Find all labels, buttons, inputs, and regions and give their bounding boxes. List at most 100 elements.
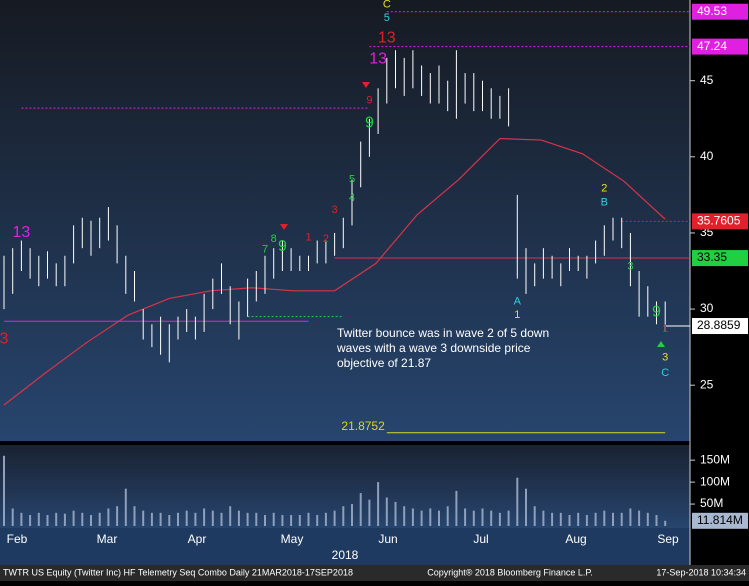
volume-bar (124, 488, 127, 526)
volume-bar (342, 506, 345, 526)
volume-bar (490, 510, 493, 526)
volume-bar (150, 512, 153, 526)
volume-bar (664, 520, 667, 526)
volume-bar (507, 510, 510, 526)
annotation: 3 (0, 331, 9, 348)
volume-bar (133, 506, 136, 526)
volume-bar (568, 515, 571, 526)
x-axis-panel (0, 528, 690, 565)
volume-bar (368, 499, 371, 526)
annotation: 9 (365, 115, 374, 132)
volume-bar (177, 512, 179, 526)
volume-bar (525, 488, 527, 526)
volume-bar (551, 512, 554, 526)
volume-bar (333, 510, 336, 526)
annotation: 3 (627, 260, 633, 272)
footer-right: 17-Sep-2018 10:34:34 (656, 567, 746, 577)
volume-bar (272, 512, 275, 526)
level-box (692, 38, 748, 55)
volume-bar (464, 508, 467, 526)
annotation: 1 (514, 309, 520, 321)
volume-bar (107, 508, 110, 526)
annotation: 4 (349, 192, 355, 204)
volume-bar (264, 515, 266, 526)
volume-bar (316, 515, 319, 526)
y-tick-label: 25 (700, 377, 714, 391)
volume-bar (411, 508, 414, 526)
target-label: 21.8752 (341, 419, 385, 433)
level-box (692, 213, 748, 230)
note-text: objective of 21.87 (337, 356, 431, 370)
volume-bar (20, 512, 23, 526)
x-tick-label: Feb (7, 532, 28, 546)
volume-bar (168, 515, 171, 526)
volume-bar (629, 508, 632, 526)
x-tick-label: Mar (97, 532, 118, 546)
annotation: 3 (662, 352, 668, 364)
annotation: B (601, 196, 608, 208)
volume-bar (246, 512, 249, 526)
volume-bar (63, 513, 66, 526)
volume-bar (81, 512, 84, 526)
volume-bar (438, 510, 440, 526)
annotation: 2 (323, 233, 329, 245)
volume-bar (559, 512, 562, 526)
y-tick-label: 40 (700, 149, 714, 163)
volume-bar (542, 510, 545, 526)
volume-bar (90, 515, 92, 526)
annotation: 5 (349, 174, 355, 186)
volume-bar (159, 512, 162, 526)
volume-bar (420, 510, 423, 526)
x-tick-label: May (281, 532, 304, 546)
volume-bar (498, 512, 501, 526)
volume-bar (481, 508, 484, 526)
volume-bar (11, 508, 14, 526)
price-panel (0, 0, 690, 441)
note-text: Twitter bounce was in wave 2 of 5 down (337, 326, 549, 340)
volume-bar (472, 510, 475, 526)
volume-bar (429, 508, 432, 526)
volume-label: 11.814M (697, 513, 743, 527)
annotation: 9 (652, 303, 661, 320)
volume-bar (351, 504, 353, 526)
volume-bar (116, 506, 119, 526)
level-label: 33.35 (697, 250, 727, 264)
x-year-label: 2018 (332, 548, 359, 562)
annotation: 13 (369, 51, 387, 68)
x-tick-label: Jul (473, 532, 488, 546)
annotation: 3 (332, 204, 338, 216)
volume-bar (185, 510, 188, 526)
volume-bar (37, 512, 40, 526)
volume-bar (385, 497, 388, 526)
volume-bar (446, 506, 449, 526)
x-tick-label: Aug (565, 532, 586, 546)
volume-bar (3, 455, 5, 526)
annotation: 2 (601, 183, 607, 195)
volume-bar (603, 510, 606, 526)
volume-bar (455, 490, 458, 526)
annotation: 13 (378, 29, 396, 46)
x-tick-label: Sep (657, 532, 679, 546)
volume-bar (72, 510, 75, 526)
volume-bar (324, 512, 327, 526)
volume-bar (203, 508, 206, 526)
volume-bar (307, 512, 310, 526)
level-label: 47.24 (697, 39, 727, 53)
volume-bar (55, 512, 58, 526)
volume-bar (394, 501, 397, 526)
volume-bar (211, 510, 214, 526)
volume-bar (229, 506, 232, 526)
footer-center: Copyright® 2018 Bloomberg Finance L.P. (427, 567, 593, 577)
volume-bar (298, 515, 301, 526)
level-box (692, 3, 748, 20)
level-box (692, 318, 748, 335)
volume-bar (29, 515, 32, 526)
volume-panel (0, 445, 690, 528)
y-tick-label: 150M (700, 452, 730, 466)
y-tick-label: 30 (700, 301, 714, 315)
footer-bar (0, 565, 749, 581)
volume-bar (377, 482, 380, 526)
volume-bar (237, 510, 240, 526)
